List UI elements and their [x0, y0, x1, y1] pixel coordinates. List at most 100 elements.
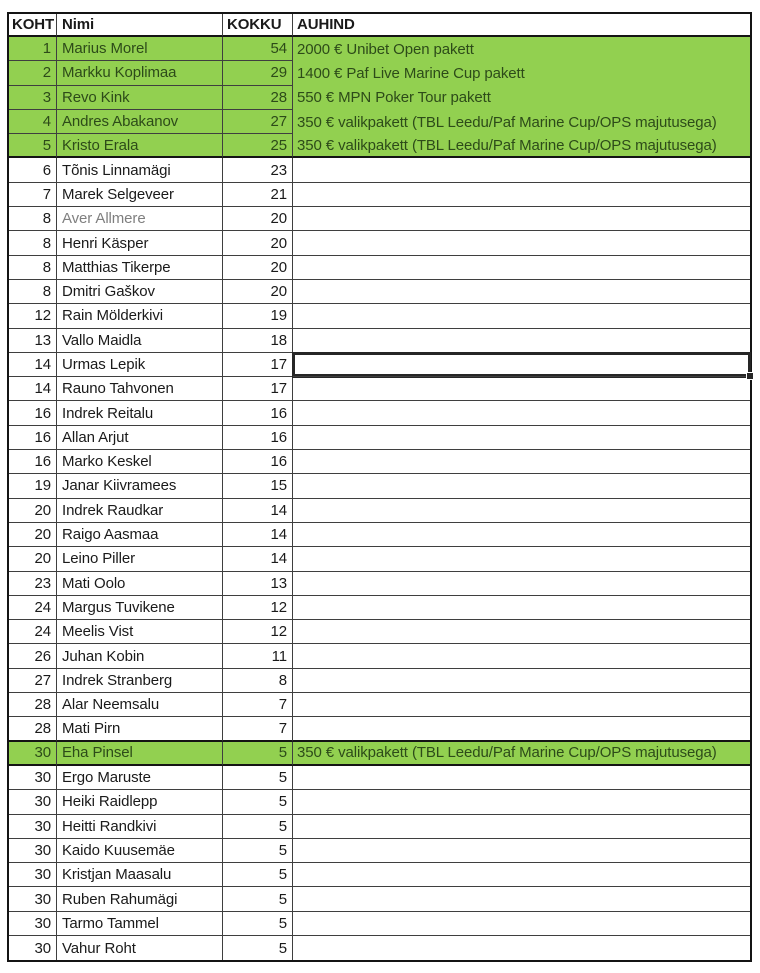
- cell-nimi[interactable]: Vahur Roht: [57, 935, 223, 961]
- cell-kokku[interactable]: 18: [223, 328, 293, 353]
- cell-kokku[interactable]: 16: [223, 450, 293, 475]
- cell-auhind[interactable]: [293, 668, 750, 694]
- cell-kokku[interactable]: 20: [223, 255, 293, 280]
- cell-kokku[interactable]: 5: [223, 863, 293, 888]
- cell-auhind[interactable]: [293, 231, 750, 256]
- cell-koht[interactable]: 14: [9, 377, 57, 402]
- cell-koht[interactable]: 30: [9, 814, 57, 839]
- cell-kokku[interactable]: 17: [223, 352, 293, 378]
- cell-nimi[interactable]: Rauno Tahvonen: [57, 377, 223, 402]
- cell-nimi[interactable]: Heiki Raidlepp: [57, 790, 223, 815]
- selected-cell[interactable]: [293, 352, 754, 381]
- header-cell-auhind[interactable]: AUHIND: [293, 14, 750, 37]
- cell-kokku[interactable]: 16: [223, 425, 293, 451]
- cell-koht[interactable]: 20: [9, 547, 57, 572]
- cell-auhind[interactable]: [293, 863, 750, 888]
- cell-nimi[interactable]: Indrek Reitalu: [57, 401, 223, 426]
- cell-koht[interactable]: 19: [9, 474, 57, 499]
- cell-auhind[interactable]: [293, 522, 750, 548]
- cell-auhind[interactable]: [293, 377, 750, 402]
- cell-nimi[interactable]: Matthias Tikerpe: [57, 255, 223, 280]
- cell-koht[interactable]: 27: [9, 668, 57, 694]
- header-cell-nimi[interactable]: Nimi: [57, 14, 223, 37]
- cell-auhind[interactable]: [293, 595, 750, 621]
- cell-nimi[interactable]: Andres Abakanov: [57, 109, 223, 135]
- cell-kokku[interactable]: 29: [223, 61, 293, 86]
- cell-auhind[interactable]: 350 € valikpakett (TBL Leedu/Paf Marine …: [293, 134, 750, 159]
- cell-koht[interactable]: 30: [9, 838, 57, 864]
- cell-nimi[interactable]: Kristo Erala: [57, 134, 223, 159]
- cell-nimi[interactable]: Tarmo Tammel: [57, 911, 223, 936]
- cell-koht[interactable]: 28: [9, 717, 57, 742]
- cell-kokku[interactable]: 20: [223, 207, 293, 232]
- cell-nimi[interactable]: Revo Kink: [57, 85, 223, 110]
- cell-nimi[interactable]: Ruben Rahumägi: [57, 887, 223, 912]
- cell-nimi[interactable]: Marek Selgeveer: [57, 182, 223, 208]
- cell-nimi[interactable]: Mati Pirn: [57, 717, 223, 742]
- cell-kokku[interactable]: 11: [223, 644, 293, 669]
- cell-koht[interactable]: 30: [9, 863, 57, 888]
- cell-nimi[interactable]: Leino Piller: [57, 547, 223, 572]
- cell-nimi[interactable]: Henri Käsper: [57, 231, 223, 256]
- cell-koht[interactable]: 24: [9, 595, 57, 621]
- cell-kokku[interactable]: 14: [223, 547, 293, 572]
- cell-auhind[interactable]: [293, 328, 750, 353]
- cell-nimi[interactable]: Margus Tuvikene: [57, 595, 223, 621]
- fill-handle[interactable]: [746, 372, 754, 381]
- cell-koht[interactable]: 30: [9, 790, 57, 815]
- cell-auhind[interactable]: [293, 498, 750, 523]
- header-cell-kokku[interactable]: KOKKU: [223, 14, 293, 37]
- cell-kokku[interactable]: 15: [223, 474, 293, 499]
- cell-nimi[interactable]: Aver Allmere: [57, 207, 223, 232]
- cell-auhind[interactable]: [293, 765, 750, 791]
- cell-koht[interactable]: 2: [9, 61, 57, 86]
- cell-auhind[interactable]: [293, 571, 750, 596]
- cell-kokku[interactable]: 5: [223, 935, 293, 961]
- cell-auhind[interactable]: 2000 € Unibet Open pakett: [293, 37, 750, 62]
- cell-koht[interactable]: 4: [9, 109, 57, 135]
- cell-koht[interactable]: 28: [9, 693, 57, 718]
- cell-kokku[interactable]: 5: [223, 838, 293, 864]
- header-cell-koht[interactable]: KOHT: [9, 14, 57, 37]
- cell-nimi[interactable]: Juhan Kobin: [57, 644, 223, 669]
- cell-auhind[interactable]: [293, 474, 750, 499]
- cell-koht[interactable]: 20: [9, 522, 57, 548]
- cell-nimi[interactable]: Eha Pinsel: [57, 741, 223, 766]
- cell-kokku[interactable]: 5: [223, 741, 293, 766]
- cell-auhind[interactable]: [293, 838, 750, 864]
- cell-kokku[interactable]: 19: [223, 304, 293, 329]
- cell-koht[interactable]: 6: [9, 158, 57, 183]
- cell-nimi[interactable]: Indrek Raudkar: [57, 498, 223, 523]
- cell-kokku[interactable]: 16: [223, 401, 293, 426]
- cell-auhind[interactable]: [293, 279, 750, 305]
- cell-nimi[interactable]: Allan Arjut: [57, 425, 223, 451]
- cell-nimi[interactable]: Indrek Stranberg: [57, 668, 223, 694]
- cell-koht[interactable]: 16: [9, 425, 57, 451]
- cell-auhind[interactable]: [293, 644, 750, 669]
- cell-koht[interactable]: 30: [9, 911, 57, 936]
- cell-auhind[interactable]: [293, 255, 750, 280]
- cell-auhind[interactable]: [293, 401, 750, 426]
- cell-auhind[interactable]: [293, 693, 750, 718]
- cell-kokku[interactable]: 21: [223, 182, 293, 208]
- cell-kokku[interactable]: 27: [223, 109, 293, 135]
- cell-koht[interactable]: 8: [9, 231, 57, 256]
- cell-kokku[interactable]: 17: [223, 377, 293, 402]
- cell-auhind[interactable]: [293, 911, 750, 936]
- cell-kokku[interactable]: 5: [223, 765, 293, 791]
- cell-koht[interactable]: 20: [9, 498, 57, 523]
- cell-koht[interactable]: 3: [9, 85, 57, 110]
- cell-koht[interactable]: 30: [9, 935, 57, 961]
- cell-koht[interactable]: 7: [9, 182, 57, 208]
- cell-koht[interactable]: 16: [9, 401, 57, 426]
- cell-auhind[interactable]: [293, 304, 750, 329]
- cell-nimi[interactable]: Janar Kiivramees: [57, 474, 223, 499]
- cell-auhind[interactable]: [293, 814, 750, 839]
- cell-kokku[interactable]: 7: [223, 717, 293, 742]
- cell-auhind[interactable]: [293, 425, 750, 451]
- cell-auhind[interactable]: 350 € valikpakett (TBL Leedu/Paf Marine …: [293, 741, 750, 766]
- cell-auhind[interactable]: [293, 790, 750, 815]
- cell-koht[interactable]: 16: [9, 450, 57, 475]
- cell-kokku[interactable]: 5: [223, 911, 293, 936]
- cell-nimi[interactable]: Urmas Lepik: [57, 352, 223, 378]
